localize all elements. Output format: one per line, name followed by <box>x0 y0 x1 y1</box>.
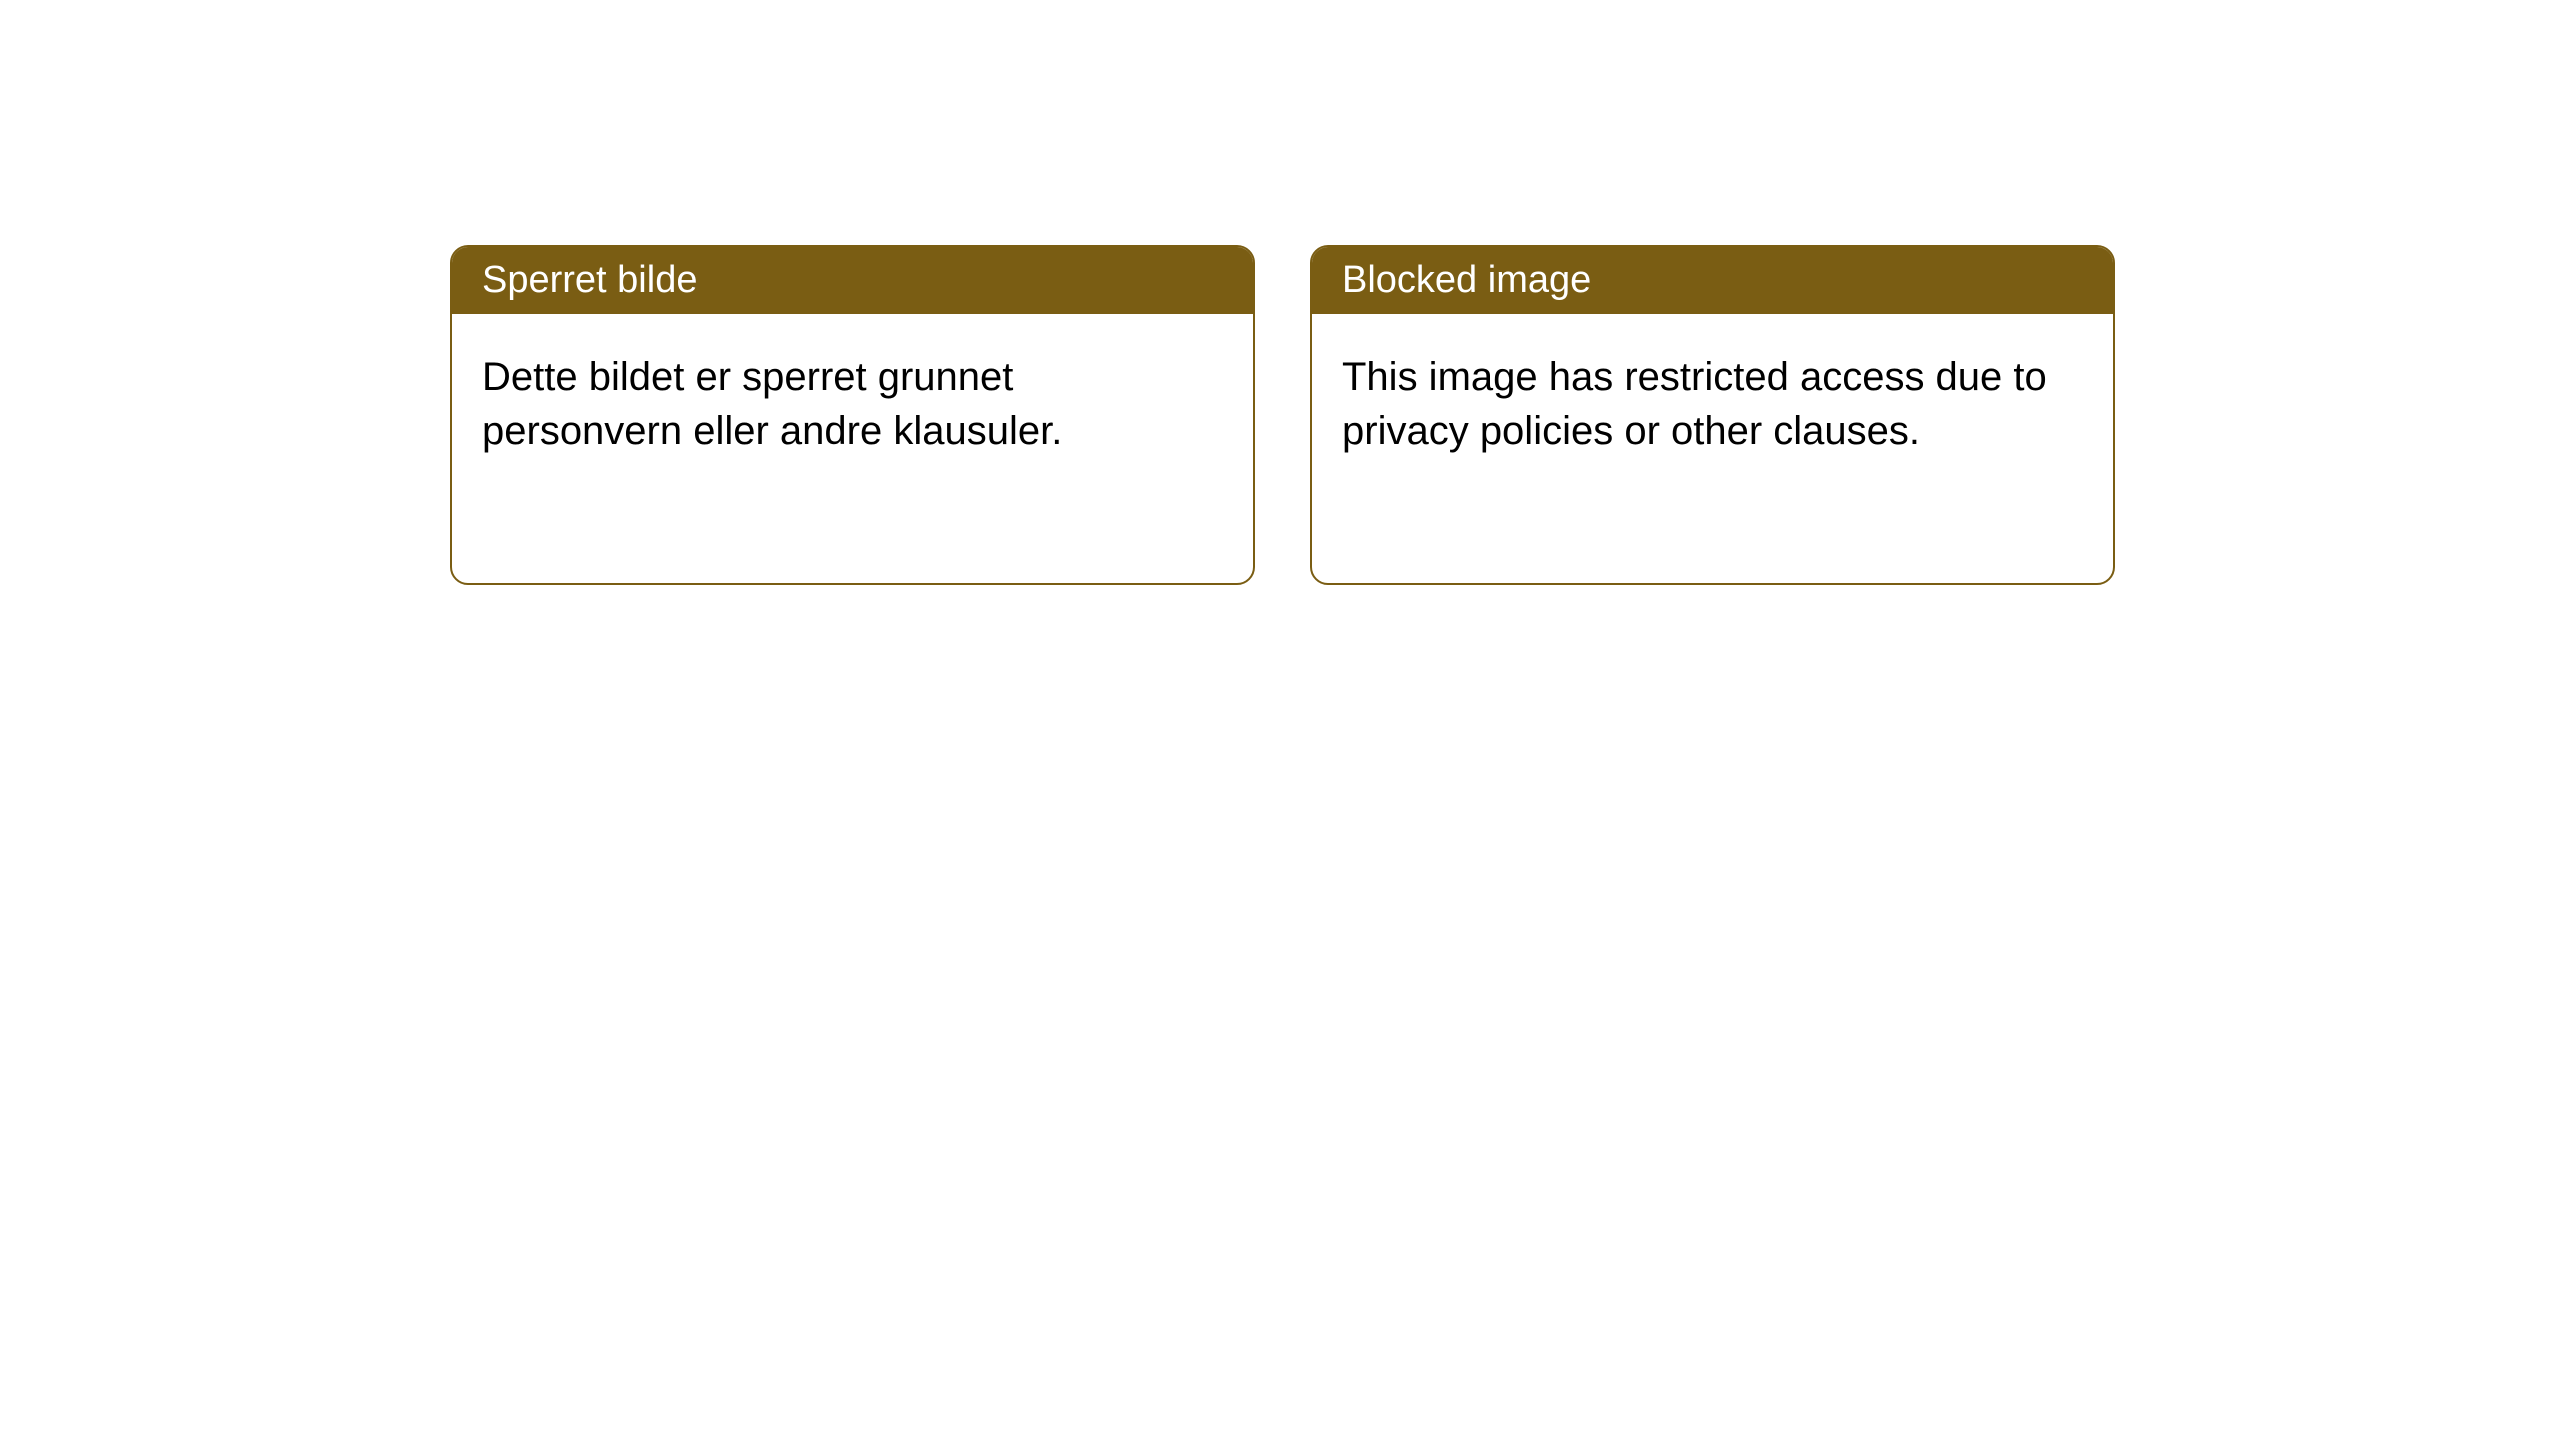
card-title-no: Sperret bilde <box>482 259 697 301</box>
blocked-image-card-no: Sperret bilde Dette bildet er sperret gr… <box>450 245 1255 585</box>
notice-container: Sperret bilde Dette bildet er sperret gr… <box>450 245 2115 585</box>
card-body-no: Dette bildet er sperret grunnet personve… <box>452 314 1253 494</box>
card-title-en: Blocked image <box>1342 259 1591 301</box>
blocked-image-card-en: Blocked image This image has restricted … <box>1310 245 2115 585</box>
card-text-en: This image has restricted access due to … <box>1342 355 2047 453</box>
card-body-en: This image has restricted access due to … <box>1312 314 2113 494</box>
card-text-no: Dette bildet er sperret grunnet personve… <box>482 355 1062 453</box>
card-header-no: Sperret bilde <box>452 247 1253 314</box>
card-header-en: Blocked image <box>1312 247 2113 314</box>
